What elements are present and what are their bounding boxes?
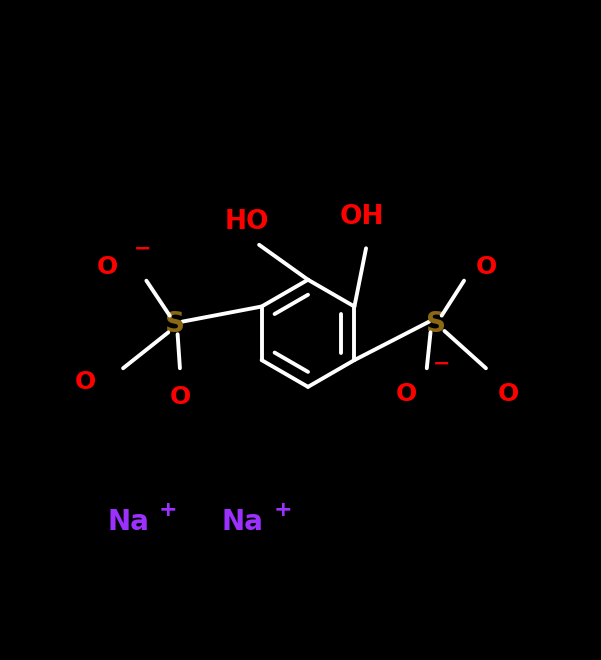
Text: O: O [498,382,519,406]
Text: Na: Na [108,508,150,536]
Text: +: + [274,500,293,520]
Text: OH: OH [339,204,383,230]
Text: O: O [75,370,96,394]
Text: −: − [133,239,151,259]
Text: +: + [159,500,177,520]
Text: O: O [97,255,118,279]
Text: Na: Na [222,508,264,536]
Text: O: O [169,385,191,409]
Text: S: S [165,310,185,338]
Text: O: O [476,255,497,279]
Text: −: − [432,354,450,374]
Text: HO: HO [224,209,269,236]
Text: O: O [396,382,418,406]
Text: S: S [426,310,446,338]
